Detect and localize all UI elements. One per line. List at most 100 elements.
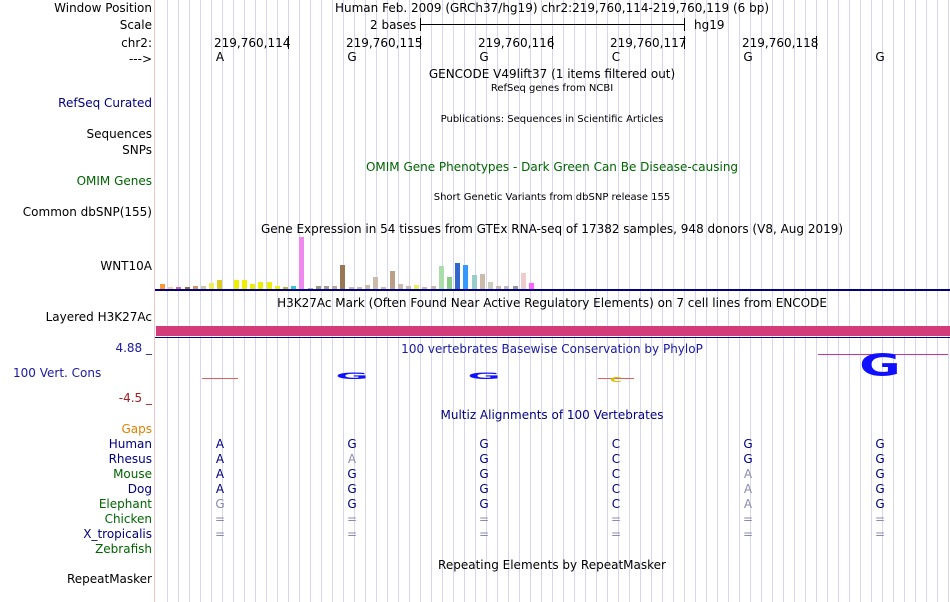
gtex-tissue-bar[interactable] xyxy=(250,284,256,289)
gtex-tissue-bar[interactable] xyxy=(529,283,534,289)
species-label[interactable]: Elephant xyxy=(98,497,152,511)
omim-track-label[interactable]: OMIM Genes xyxy=(76,174,152,188)
gtex-tissue-bar[interactable] xyxy=(422,287,428,289)
gtex-tissue-bar[interactable] xyxy=(406,286,411,289)
gtex-tissue-bar[interactable] xyxy=(315,286,321,289)
gtex-tissue-bar[interactable] xyxy=(365,285,370,289)
gtex-tissue-bar[interactable] xyxy=(356,287,362,289)
gtex-tissue-bar[interactable] xyxy=(233,280,239,289)
gtex-tissue-bar[interactable] xyxy=(512,286,518,289)
species-base: G xyxy=(743,452,753,466)
gtex-tissue-bar[interactable] xyxy=(373,277,379,289)
gtex-tissue-bar[interactable] xyxy=(463,265,469,289)
gtex-tissue-bar[interactable] xyxy=(389,271,395,289)
phylop-track-label[interactable]: 100 Vert. Cons xyxy=(13,366,102,380)
species-base: G xyxy=(479,452,489,466)
gtex-gene-label[interactable]: WNT10A xyxy=(100,259,152,273)
species-label[interactable]: Human xyxy=(108,437,152,451)
gtex-tissue-bar[interactable] xyxy=(266,282,272,289)
phylop-base-logo: G xyxy=(335,370,369,382)
gencode-track-title[interactable]: GENCODE V49lift37 (1 items filtered out) xyxy=(428,67,676,81)
gtex-tissue-bar[interactable] xyxy=(438,266,444,289)
gtex-tissue-bar[interactable] xyxy=(160,284,165,289)
grid-line xyxy=(178,0,179,602)
snps-track-label[interactable]: SNPs xyxy=(122,143,152,157)
h3k27ac-track-label[interactable]: Layered H3K27Ac xyxy=(45,310,152,324)
species-base: G xyxy=(479,482,489,496)
gtex-tissue-bar[interactable] xyxy=(168,287,174,289)
species-label[interactable]: Mouse xyxy=(113,467,152,481)
gtex-tissue-bar[interactable] xyxy=(471,275,477,289)
sequences-track-label[interactable]: Sequences xyxy=(86,127,152,141)
gtex-tissue-bar[interactable] xyxy=(192,286,198,289)
gtex-tissue-bar[interactable] xyxy=(324,286,329,289)
grid-line xyxy=(464,0,465,602)
grid-line xyxy=(299,0,300,602)
gtex-tissue-bar[interactable] xyxy=(332,286,338,289)
position-label: 219,760,117 xyxy=(610,36,687,50)
sequence-base: G xyxy=(875,50,885,64)
gtex-tissue-bar[interactable] xyxy=(414,285,420,289)
grid-line xyxy=(387,0,388,602)
gtex-tissue-bar[interactable] xyxy=(225,288,231,289)
gtex-tissue-bar[interactable] xyxy=(274,286,280,289)
gtex-tissue-bar[interactable] xyxy=(291,286,297,289)
refseq-track-label[interactable]: RefSeq Curated xyxy=(58,96,152,110)
gtex-tissue-bar[interactable] xyxy=(504,286,510,289)
gtex-tissue-bar[interactable] xyxy=(455,263,461,289)
grid-line xyxy=(926,0,927,602)
gtex-tissue-bar[interactable] xyxy=(447,277,452,289)
gtex-tissue-bar[interactable] xyxy=(258,282,264,289)
refseq-track-subtitle: RefSeq genes from NCBI xyxy=(490,83,614,94)
species-label[interactable]: Rhesus xyxy=(108,452,152,466)
gtex-tissue-bar[interactable] xyxy=(283,287,288,289)
grid-line xyxy=(816,0,817,602)
gtex-tissue-bar[interactable] xyxy=(299,237,305,289)
grid-line xyxy=(629,0,630,602)
species-base: = xyxy=(742,512,754,526)
gtex-tissue-bar[interactable] xyxy=(201,286,206,289)
gaps-label: Gaps xyxy=(121,422,152,436)
species-base: A xyxy=(215,482,225,496)
species-label[interactable]: Zebrafish xyxy=(95,542,152,556)
sequence-base: A xyxy=(215,50,225,64)
gtex-tissue-bar[interactable] xyxy=(348,287,354,289)
species-base: G xyxy=(479,437,489,451)
gtex-bar-chart[interactable] xyxy=(156,237,536,289)
omim-track-title: OMIM Gene Phenotypes - Dark Green Can Be… xyxy=(365,160,739,174)
gtex-tissue-bar[interactable] xyxy=(520,273,526,289)
grid-line xyxy=(717,0,718,602)
gtex-tissue-bar[interactable] xyxy=(217,280,223,289)
gtex-tissue-bar[interactable] xyxy=(340,265,346,289)
species-label[interactable]: Chicken xyxy=(104,512,152,526)
gtex-tissue-bar[interactable] xyxy=(381,287,387,289)
grid-line xyxy=(530,0,531,602)
gtex-tissue-bar[interactable] xyxy=(176,287,182,289)
gtex-tissue-bar[interactable] xyxy=(430,286,436,289)
species-base: G xyxy=(743,437,753,451)
gtex-tissue-bar[interactable] xyxy=(479,274,485,289)
species-label[interactable]: Dog xyxy=(127,482,152,496)
grid-line xyxy=(420,0,421,602)
grid-line xyxy=(211,0,212,602)
gtex-tissue-bar[interactable] xyxy=(184,287,190,289)
gtex-tissue-bar[interactable] xyxy=(307,288,313,289)
grid-line xyxy=(310,0,311,602)
species-base: = xyxy=(874,527,886,541)
gtex-tissue-bar[interactable] xyxy=(242,280,247,289)
grid-line xyxy=(431,0,432,602)
repeatmasker-track-label[interactable]: RepeatMasker xyxy=(66,572,152,586)
gtex-tissue-bar[interactable] xyxy=(209,283,215,289)
position-label: 219,760,118 xyxy=(742,36,819,50)
grid-line xyxy=(266,0,267,602)
dbsnp-track-label[interactable]: Common dbSNP(155) xyxy=(22,205,152,219)
grid-line xyxy=(706,0,707,602)
grid-line xyxy=(585,0,586,602)
position-tick xyxy=(420,36,421,49)
species-base: C xyxy=(611,452,621,466)
h3k27ac-baseline xyxy=(155,337,950,338)
gtex-tissue-bar[interactable] xyxy=(488,282,493,289)
gtex-tissue-bar[interactable] xyxy=(496,286,502,289)
species-label[interactable]: X_tropicalis xyxy=(83,527,152,541)
gtex-tissue-bar[interactable] xyxy=(397,284,403,289)
